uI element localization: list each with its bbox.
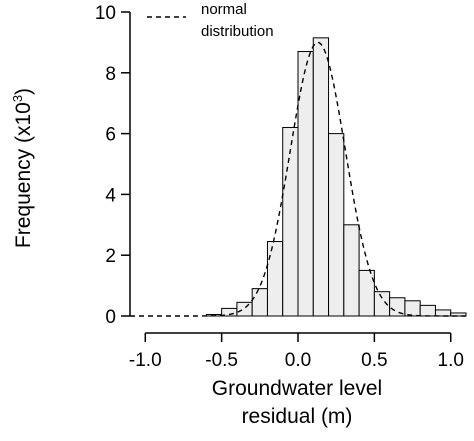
legend-label-line-1: normal: [201, 1, 247, 18]
histogram-bars: [205, 37, 467, 317]
histogram-bar: [266, 241, 284, 317]
x-axis-ticks: -1.0 -0.5 0.0 0.5 1.0: [129, 333, 464, 371]
legend: normal distribution: [147, 1, 274, 40]
x-tick-label: -0.5: [205, 350, 238, 371]
x-axis-title-line-1: Groundwater level: [212, 377, 382, 400]
x-tick-label: 0.5: [361, 350, 387, 371]
y-tick-label: 8: [105, 64, 116, 85]
y-axis-ticks: 0 2 4 6 8 10: [95, 3, 130, 328]
x-tick-label: 1.0: [438, 350, 464, 371]
x-axis-title-line-2: residual (m): [242, 405, 353, 428]
histogram-bar: [328, 133, 345, 317]
histogram-bar: [343, 224, 360, 317]
histogram-bar: [312, 37, 330, 317]
histogram-bar: [419, 304, 436, 317]
y-tick-label: 0: [105, 307, 116, 328]
legend-label-line-2: distribution: [201, 23, 274, 40]
histogram-bar: [282, 127, 299, 317]
y-tick-label: 4: [105, 185, 116, 206]
histogram-bar: [251, 288, 268, 317]
y-tick-label: 6: [105, 125, 116, 146]
histogram-bar: [434, 309, 452, 317]
y-tick-label: 2: [105, 246, 116, 267]
x-tick-label: 0.0: [285, 350, 311, 371]
histogram-bar: [450, 312, 467, 317]
y-axis-title-superscript: 3: [10, 95, 25, 102]
y-axis-title-suffix: ): [12, 88, 35, 95]
normal-distribution-curve: [130, 41, 466, 317]
histogram-bar: [404, 300, 421, 317]
histogram-bar: [358, 269, 375, 317]
y-tick-label: 10: [95, 3, 116, 24]
histogram-bar: [236, 301, 253, 317]
x-tick-label: -1.0: [129, 350, 162, 371]
y-axis-title: Frequency (x103): [10, 88, 35, 248]
